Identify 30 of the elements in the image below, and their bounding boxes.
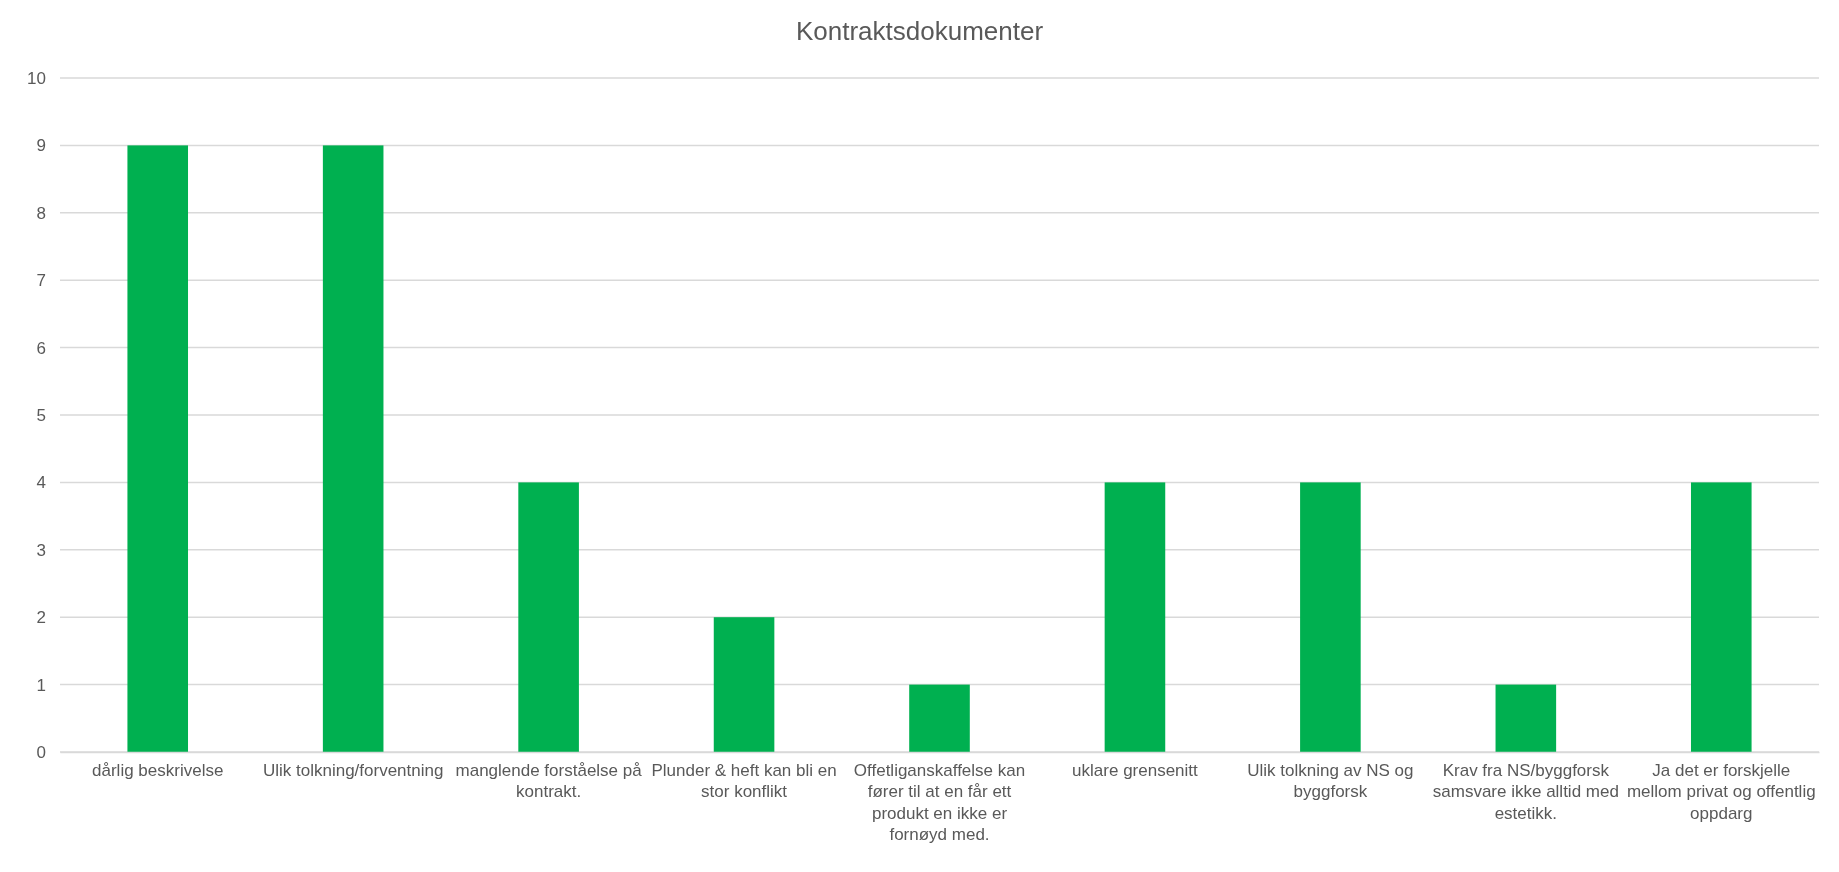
x-tick-label: Ulik tolkning/forventning — [262, 761, 444, 781]
y-tick-label: 6 — [36, 338, 46, 358]
y-tick-label: 8 — [36, 203, 46, 223]
bar — [518, 482, 579, 752]
bar — [1495, 684, 1557, 752]
x-tick-label: manglende forståelse på kontrakt. — [455, 761, 643, 802]
y-tick-label: 0 — [36, 742, 46, 762]
y-tick-label: 1 — [36, 675, 46, 695]
x-tick-label: Plunder & heft kan bli en stor konflikt — [651, 761, 837, 802]
chart-title: Kontraktsdokumenter — [795, 16, 1044, 46]
bar — [127, 145, 189, 752]
x-tick-label: Ulik tolkning av NS og byggforsk — [1247, 761, 1414, 802]
y-tick-label: 7 — [36, 271, 46, 291]
x-tick-label: Krav fra NS/byggforsk samsvare ikke alltid med estetikk. — [1432, 761, 1619, 823]
x-tick-label: Offetliganskaffelse kan fører til at en får ett produkt en ikke er fornøyd med. — [853, 761, 1026, 844]
y-tick-label: 4 — [36, 473, 46, 493]
bar — [1300, 482, 1361, 752]
bar — [1104, 482, 1166, 752]
y-tick-label: 10 — [27, 68, 46, 88]
x-tick-label: dårlig beskrivelse — [92, 761, 224, 781]
y-tick-label: 5 — [36, 405, 46, 425]
x-tick-label: Ja det er forskjelle mellom privat og offentlig oppdarg — [1626, 761, 1816, 823]
y-tick-label: 9 — [36, 136, 46, 156]
bar — [909, 684, 970, 752]
bar — [322, 145, 384, 752]
bar — [1690, 482, 1752, 752]
x-tick-label: uklare grensenitt — [1072, 761, 1199, 781]
y-tick-label: 2 — [36, 608, 46, 628]
bar — [713, 617, 775, 752]
y-tick-label: 3 — [36, 540, 46, 560]
